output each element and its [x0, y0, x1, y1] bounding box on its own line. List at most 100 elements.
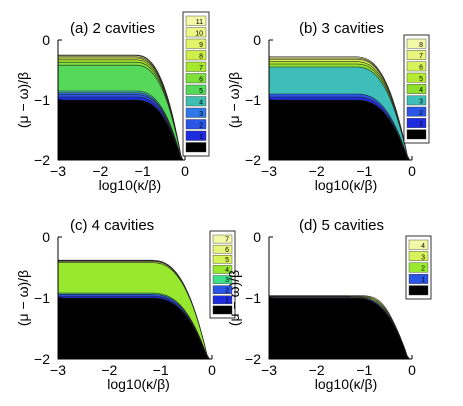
x-tick-label: −3	[50, 362, 66, 378]
y-tick-label: −1	[34, 92, 50, 108]
legend-label-3: 3	[421, 254, 425, 261]
legend-label-0: 0	[199, 146, 203, 153]
x-tick-label: −1	[135, 163, 151, 179]
y-tick-label: −1	[245, 92, 261, 108]
legend-label-3: 3	[419, 99, 423, 106]
legend-label-4: 4	[419, 87, 423, 94]
y-tick-label: −1	[34, 290, 50, 306]
legend-label-0: 0	[225, 308, 229, 315]
x-tick-label: −2	[309, 163, 325, 179]
legend-swatch-4	[406, 84, 427, 94]
legend-label-1: 1	[225, 297, 229, 304]
legend: 4 3 2 1 0	[405, 235, 432, 300]
legend-label-7: 7	[199, 65, 203, 72]
y-tick-label: 0	[42, 229, 50, 245]
legend-label-8: 8	[419, 42, 423, 49]
x-axis-label: log10(κ/β)	[315, 177, 378, 193]
y-axis-label: (μ − ω)/β	[226, 72, 242, 128]
legend-swatch-11	[185, 15, 207, 26]
legend-label-0: 0	[419, 133, 423, 140]
legend-label-11: 11	[196, 19, 203, 26]
legend-swatch-5	[406, 72, 427, 83]
y-tick-label: −2	[245, 152, 261, 168]
legend-swatch-6	[185, 73, 207, 84]
panel-title: (a) 2 cavities	[70, 20, 155, 37]
legend-swatch-3	[408, 251, 429, 261]
legend-swatch-4	[185, 96, 207, 107]
legend-label-1: 1	[419, 121, 423, 128]
legend-swatch-6	[212, 244, 233, 254]
legend-swatch-0	[408, 285, 429, 296]
y-tick-label: 0	[253, 32, 261, 48]
y-axis-label: (μ − ω)/β	[226, 270, 242, 326]
x-tick-label: −1	[153, 362, 169, 378]
legend-swatch-0	[212, 305, 233, 315]
legend-swatch-1	[212, 295, 233, 305]
band-0	[268, 99, 412, 161]
x-axis-label: log10(κ/β)	[315, 376, 378, 392]
x-tick-label: 0	[181, 163, 189, 179]
legend-label-8: 8	[199, 54, 203, 61]
legend-swatch-7	[185, 61, 207, 72]
x-axis-label: log10(κ/β)	[107, 376, 170, 392]
x-axis-label: log10(κ/β)	[99, 177, 162, 193]
x-tick-label: −2	[309, 362, 325, 378]
legend-swatch-4	[212, 265, 233, 274]
legend-swatch-7	[406, 50, 427, 60]
legend-label-5: 5	[199, 88, 203, 95]
y-tick-label: −2	[245, 351, 261, 367]
legend-swatch-2	[212, 285, 233, 294]
y-axis-label: (μ − ω)/β	[15, 72, 31, 128]
band-0	[268, 297, 412, 360]
legend-label-9: 9	[199, 42, 203, 49]
legend-swatch-3	[212, 275, 233, 284]
legend-swatch-5	[212, 255, 233, 264]
legend-label-4: 4	[199, 100, 203, 107]
legend-label-2: 2	[199, 123, 203, 130]
legend-label-2: 2	[421, 266, 425, 273]
x-tick-label: −2	[92, 163, 108, 179]
legend-label-6: 6	[199, 77, 203, 84]
legend-swatch-6	[406, 61, 427, 72]
legend-label-2: 2	[225, 287, 229, 294]
x-tick-label: −1	[356, 163, 372, 179]
y-tick-label: 0	[42, 32, 50, 48]
legend-label-3: 3	[199, 111, 203, 118]
x-tick-label: 0	[408, 362, 416, 378]
legend-label-4: 4	[225, 267, 229, 274]
panel-title: (b) 3 cavities	[299, 20, 384, 37]
legend-label-6: 6	[225, 247, 229, 254]
y-tick-label: −1	[245, 290, 261, 306]
legend-label-6: 6	[419, 65, 423, 72]
panel-title: (d) 5 cavities	[299, 217, 384, 234]
legend-swatch-7	[212, 234, 233, 244]
legend-swatch-9	[185, 38, 207, 49]
legend-swatch-5	[185, 84, 207, 95]
legend-label-5: 5	[225, 257, 229, 264]
legend-swatch-3	[406, 95, 427, 106]
legend-label-4: 4	[421, 243, 425, 250]
legend-label-2: 2	[419, 110, 423, 117]
legend-swatch-2	[408, 262, 429, 273]
legend-label-1: 1	[199, 134, 203, 141]
legend: 8 7 6 5 4 3 2 1 0	[403, 34, 430, 144]
x-tick-label: 0	[408, 163, 416, 179]
y-tick-label: −2	[34, 152, 50, 168]
y-tick-label: 0	[253, 229, 261, 245]
legend-label-10: 10	[195, 31, 203, 38]
band-0	[57, 99, 185, 161]
x-tick-label: −2	[101, 362, 117, 378]
x-tick-label: 0	[208, 362, 216, 378]
legend-swatch-0	[185, 142, 207, 153]
y-tick-label: −2	[34, 351, 50, 367]
legend-swatch-2	[406, 106, 427, 117]
legend-swatch-10	[185, 27, 207, 38]
legend: 7 6 5 4 3 2 1 0	[209, 230, 236, 319]
x-tick-label: −1	[356, 362, 372, 378]
legend-swatch-1	[185, 130, 207, 141]
legend-label-0: 0	[421, 289, 425, 296]
